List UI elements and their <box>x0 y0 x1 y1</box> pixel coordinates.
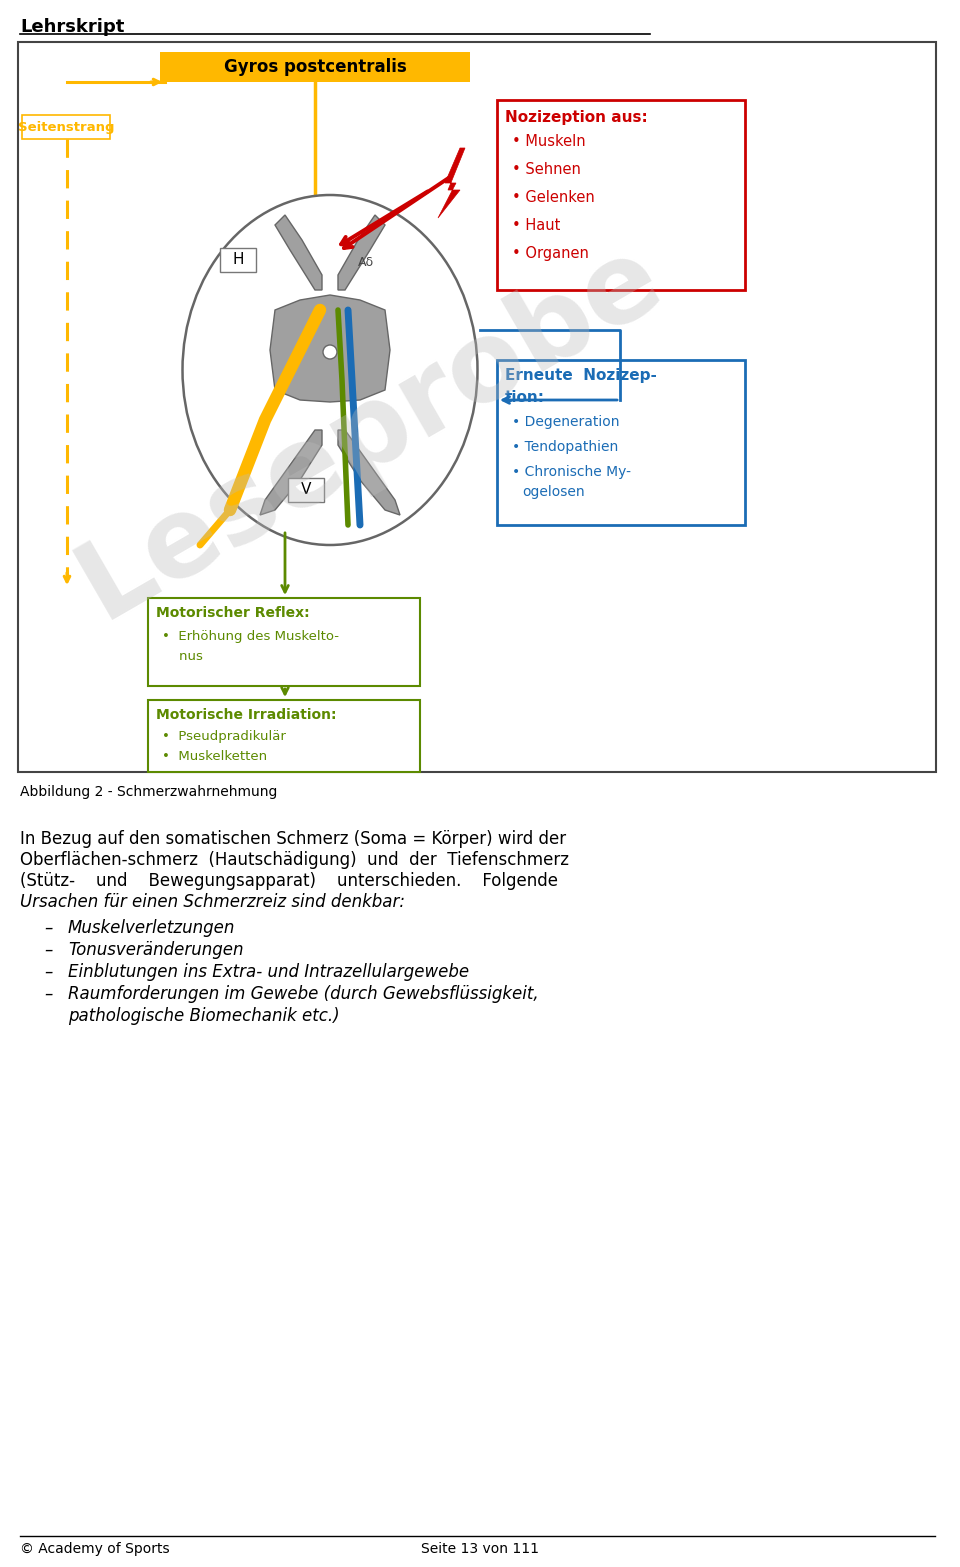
Bar <box>160 52 470 81</box>
Text: Aδ: Aδ <box>358 255 374 268</box>
Text: Leseprobe: Leseprobe <box>60 221 680 639</box>
Polygon shape <box>260 429 322 516</box>
Text: Nozizeption aus:: Nozizeption aus: <box>505 110 648 125</box>
Text: • Gelenken: • Gelenken <box>512 190 595 205</box>
Text: Raumforderungen im Gewebe (durch Gewebsflüssigkeit,: Raumforderungen im Gewebe (durch Gewebsf… <box>68 986 539 1003</box>
Bar <box>497 360 745 525</box>
Text: •  Muskelketten: • Muskelketten <box>162 751 267 763</box>
Text: Abbildung 2 - Schmerzwahrnehmung: Abbildung 2 - Schmerzwahrnehmung <box>20 785 277 799</box>
Polygon shape <box>270 295 390 403</box>
Polygon shape <box>338 215 385 290</box>
Polygon shape <box>338 429 400 516</box>
Bar <box>148 599 420 686</box>
Text: V: V <box>300 483 311 497</box>
Text: ogelosen: ogelosen <box>522 486 585 498</box>
Text: Seitenstrang: Seitenstrang <box>17 121 114 133</box>
Text: Seite 13 von 111: Seite 13 von 111 <box>421 1542 539 1556</box>
Text: • Haut: • Haut <box>512 218 561 233</box>
Text: Muskelverletzungen: Muskelverletzungen <box>68 918 235 937</box>
Text: –: – <box>44 964 53 981</box>
Text: •  Erhöhung des Muskelto-: • Erhöhung des Muskelto- <box>162 630 339 642</box>
Text: Erneute  Nozizep-: Erneute Nozizep- <box>505 368 657 382</box>
Text: Tonusveränderungen: Tonusveränderungen <box>68 942 244 959</box>
Text: Einblutungen ins Extra- und Intrazellulargewebe: Einblutungen ins Extra- und Intrazellula… <box>68 964 469 981</box>
Text: Oberflächen-schmerz  (Hautschädigung)  und  der  Tiefenschmerz: Oberflächen-schmerz (Hautschädigung) und… <box>20 851 569 870</box>
Text: • Tendopathien: • Tendopathien <box>512 440 618 454</box>
Polygon shape <box>275 215 322 290</box>
Circle shape <box>323 345 337 359</box>
Text: H: H <box>232 252 244 268</box>
Ellipse shape <box>182 194 477 545</box>
Text: pathologische Biomechanik etc.): pathologische Biomechanik etc.) <box>68 1008 340 1025</box>
Text: © Academy of Sports: © Academy of Sports <box>20 1542 170 1556</box>
Text: –: – <box>44 986 53 1003</box>
Bar <box>288 478 324 501</box>
Text: • Muskeln: • Muskeln <box>512 135 586 149</box>
Bar <box>220 248 256 273</box>
Text: Ursachen für einen Schmerzreiz sind denkbar:: Ursachen für einen Schmerzreiz sind denk… <box>20 893 405 910</box>
Text: Lehrskript: Lehrskript <box>20 17 125 36</box>
Text: Gyros postcentralis: Gyros postcentralis <box>224 58 406 77</box>
Text: nus: nus <box>162 650 203 663</box>
Text: • Organen: • Organen <box>512 246 588 262</box>
Text: –: – <box>44 942 53 959</box>
Text: • Chronische My-: • Chronische My- <box>512 465 631 480</box>
Text: In Bezug auf den somatischen Schmerz (Soma = Körper) wird der: In Bezug auf den somatischen Schmerz (So… <box>20 831 566 848</box>
Text: (Stütz-    und    Bewegungsapparat)    unterschieden.    Folgende: (Stütz- und Bewegungsapparat) unterschie… <box>20 871 558 890</box>
Bar <box>18 42 936 773</box>
Text: • Degeneration: • Degeneration <box>512 415 619 429</box>
Text: Motorische Irradiation:: Motorische Irradiation: <box>156 708 337 722</box>
Bar <box>497 100 745 290</box>
Polygon shape <box>438 147 465 218</box>
Bar <box>22 114 110 139</box>
Bar <box>148 700 420 773</box>
Text: • Sehnen: • Sehnen <box>512 161 581 177</box>
Text: –: – <box>44 918 53 937</box>
Text: tion:: tion: <box>505 390 545 404</box>
Text: •  Pseudpradikulär: • Pseudpradikulär <box>162 730 286 743</box>
Text: Motorischer Reflex:: Motorischer Reflex: <box>156 606 310 621</box>
